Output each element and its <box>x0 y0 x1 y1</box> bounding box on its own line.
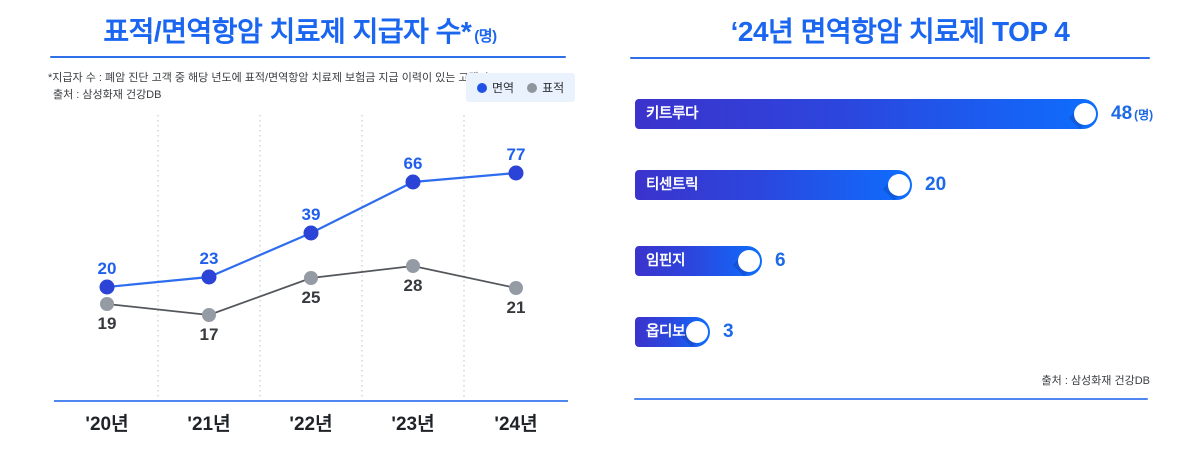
left-chart-title-unit: (명) <box>474 28 497 45</box>
legend-dot-icon <box>527 82 538 93</box>
right-chart-title: ‘24년 면역항암 치료제 TOP 4 <box>730 16 1070 47</box>
chart-legend: 면역 표적 <box>466 73 576 102</box>
legend-dot-icon <box>477 82 487 93</box>
target-data-point <box>304 271 318 285</box>
footnote-definition: *지급자 수 : 폐암 진단 고객 중 해당 년도에 표적/면역항암 치료제 보… <box>48 72 492 84</box>
bar-value: 3 <box>723 321 734 342</box>
bar-value: 20 <box>925 174 947 195</box>
bar-value-unit: (명) <box>1134 108 1154 122</box>
x-tick-label: '21년 <box>187 413 230 435</box>
bar-4: 옵디보 <box>635 317 710 348</box>
right-panel: ‘24년 면역항암 치료제 TOP 4 키트루다 48 (명) 티센트릭 20 임핀지 6 옵… <box>600 0 1200 464</box>
bar-category-label: 키트루다 <box>646 106 699 122</box>
left-chart-title-text: 표적/면역항암 치료제 지급자 수* <box>103 16 472 47</box>
legend-item-immuno: 면역 <box>477 79 514 96</box>
immuno-data-label: 66 <box>404 154 423 173</box>
bar-row: 옵디보 3 <box>635 317 1195 348</box>
target-data-label: 25 <box>302 288 321 307</box>
bar-1: 키트루다 <box>635 99 1098 130</box>
target-data-label: 21 <box>507 298 526 317</box>
legend-label: 면역 <box>492 81 515 95</box>
legend-label: 표적 <box>542 81 565 95</box>
bar-endpoint-circle-icon <box>888 174 910 196</box>
immuno-data-label: 77 <box>507 145 526 164</box>
left-panel: 표적/면역항암 치료제 지급자 수* (명) *지급자 수 : 폐암 진단 고객 … <box>0 10 600 435</box>
x-tick-label: '22년 <box>289 413 332 435</box>
left-footnote: *지급자 수 : 폐암 진단 고객 중 해당 년도에 표적/면역항암 치료제 보… <box>48 70 492 103</box>
bar-category-label: 옵디보 <box>646 324 686 340</box>
bar-endpoint-circle-icon <box>738 250 760 272</box>
immuno-data-point <box>99 279 115 295</box>
target-data-label: 17 <box>200 325 219 344</box>
target-data-label: 19 <box>98 314 117 333</box>
bar-endpoint-circle-icon <box>1074 103 1096 125</box>
immuno-data-point <box>303 225 319 241</box>
x-tick-label: '23년 <box>391 413 434 435</box>
x-tick-label: '20년 <box>85 413 128 435</box>
bar-chart: 키트루다 48 (명) 티센트릭 20 임핀지 6 옵디보 3 <box>600 0 1200 464</box>
immuno-data-point <box>508 165 524 181</box>
bar-2: 티센트릭 <box>635 170 912 201</box>
bar-category-label: 임핀지 <box>646 253 686 269</box>
bar-value: 6 <box>775 250 786 271</box>
right-source: 출처 : 삼성화재 건강DB <box>1041 375 1150 387</box>
x-tick-label: '24년 <box>494 413 537 435</box>
target-data-point <box>100 297 114 311</box>
target-data-point <box>202 308 216 322</box>
bar-category-label: 티센트릭 <box>646 177 699 193</box>
right-bottom-divider <box>634 398 1148 400</box>
immuno-data-point <box>201 269 217 285</box>
target-data-label: 28 <box>404 276 423 295</box>
legend-item-target: 표적 <box>527 79 564 96</box>
bar-row: 티센트릭 20 <box>635 170 1195 201</box>
target-data-point <box>406 259 420 273</box>
immuno-data-label: 20 <box>98 259 117 278</box>
immuno-data-point <box>405 174 421 190</box>
bar-value: 48 (명) <box>1111 103 1154 124</box>
target-data-point <box>509 281 523 295</box>
right-title-divider <box>630 57 1150 59</box>
line-chart: '20년 '21년 '22년 '23년 '24년 19 17 25 28 21 20 23 39 66 77 <box>54 115 568 435</box>
left-chart-title: 표적/면역항암 치료제 지급자 수* (명) <box>0 10 600 50</box>
bar-3: 임핀지 <box>635 246 762 277</box>
footnote-source: 출처 : 삼성화재 건강DB <box>53 88 162 101</box>
left-title-divider <box>50 56 566 58</box>
immuno-data-label: 39 <box>302 205 321 224</box>
bar-row: 임핀지 6 <box>635 246 1195 277</box>
bar-endpoint-circle-icon <box>686 321 708 343</box>
bar-row: 키트루다 48 (명) <box>635 99 1195 130</box>
immuno-data-label: 23 <box>200 249 219 268</box>
